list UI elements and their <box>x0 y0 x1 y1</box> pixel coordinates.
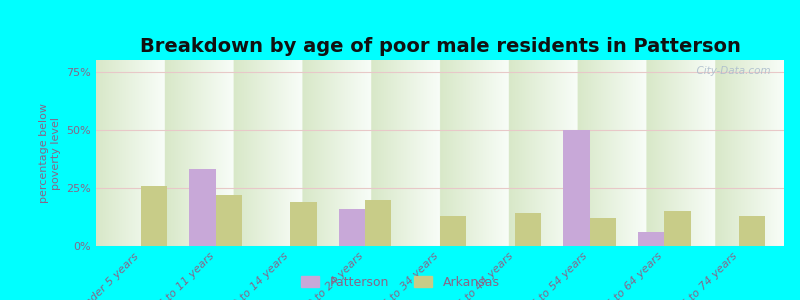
Bar <box>339 209 366 246</box>
Bar <box>664 211 690 246</box>
Y-axis label: percentage below
poverty level: percentage below poverty level <box>39 103 61 203</box>
Bar <box>563 130 590 246</box>
Bar <box>141 185 167 246</box>
Bar <box>638 232 664 246</box>
Bar <box>190 169 216 246</box>
Bar <box>216 195 242 246</box>
Bar <box>290 202 317 246</box>
Text: City-Data.com: City-Data.com <box>690 66 770 76</box>
Bar <box>440 216 466 246</box>
Bar <box>514 214 541 246</box>
Bar <box>366 200 391 246</box>
Bar <box>590 218 616 246</box>
Title: Breakdown by age of poor male residents in Patterson: Breakdown by age of poor male residents … <box>139 37 741 56</box>
Legend: Patterson, Arkansas: Patterson, Arkansas <box>295 271 505 294</box>
Bar <box>739 216 766 246</box>
